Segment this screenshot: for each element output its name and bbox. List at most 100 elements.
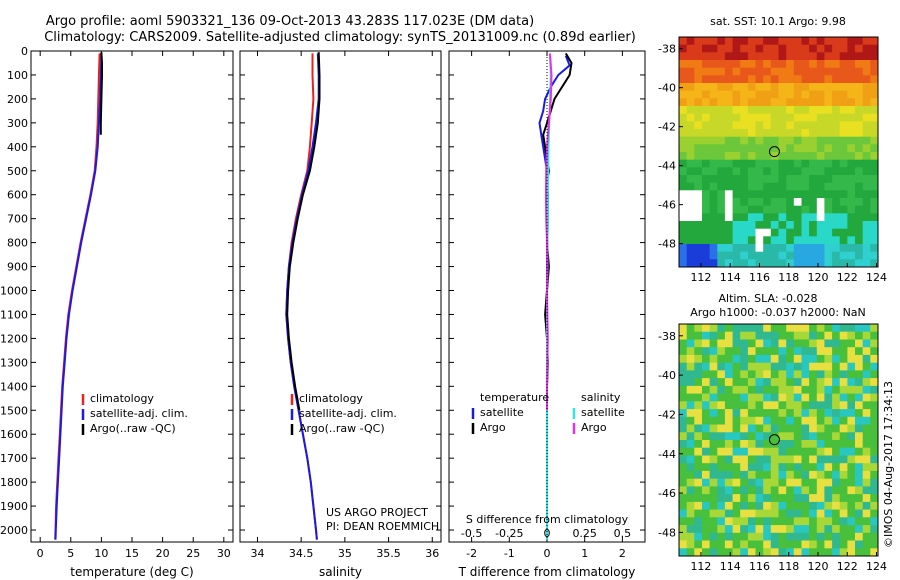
- map-cell: [809, 494, 818, 503]
- map-cell: [755, 244, 764, 253]
- x-tick-label: 25: [186, 547, 200, 560]
- map-cell: [747, 167, 756, 176]
- map-cell: [763, 228, 772, 237]
- map-cell: [824, 236, 833, 245]
- map-cell: [816, 532, 825, 541]
- map-cell: [686, 354, 695, 363]
- map-cell: [793, 228, 802, 237]
- map-cell: [786, 213, 795, 222]
- map-cell: [832, 129, 841, 138]
- map-cell: [793, 494, 802, 503]
- map-cell: [809, 52, 818, 61]
- map-cell: [740, 90, 749, 99]
- map-cell: [686, 44, 695, 53]
- map-cell: [732, 463, 741, 472]
- map-cell: [770, 44, 779, 53]
- map-cell: [824, 190, 833, 199]
- map-cell: [832, 198, 841, 207]
- map-cell: [717, 455, 726, 464]
- map-cell: [740, 385, 749, 394]
- map-cell: [679, 324, 688, 333]
- map-cell: [679, 424, 688, 433]
- map-cell: [717, 182, 726, 191]
- map-cell: [809, 525, 818, 534]
- map-cell: [870, 106, 879, 115]
- map-cell: [686, 486, 695, 495]
- legend-label: Argo: [581, 421, 607, 434]
- map-cell: [694, 98, 703, 107]
- map-cell: [778, 393, 787, 402]
- map-cell: [793, 440, 802, 449]
- map-cell: [694, 393, 703, 402]
- map-cell: [816, 401, 825, 410]
- map-cell: [702, 37, 711, 46]
- map-cell: [855, 354, 864, 363]
- map-cell: [763, 517, 772, 526]
- map-cell: [717, 447, 726, 456]
- map-cell: [793, 447, 802, 456]
- map-cell: [870, 67, 879, 76]
- map-cell: [855, 190, 864, 199]
- x-tick-label: 0: [37, 547, 44, 560]
- map-cell: [832, 525, 841, 534]
- map-cell: [847, 44, 856, 53]
- map-cell: [717, 44, 726, 53]
- map-cell: [816, 259, 825, 268]
- map-cell: [770, 52, 779, 61]
- map-cell: [702, 75, 711, 84]
- map-cell: [770, 244, 779, 253]
- map-cell: [839, 221, 848, 230]
- map-cell: [870, 37, 879, 46]
- map-cell: [855, 331, 864, 340]
- map-cell: [778, 167, 787, 176]
- map-cell: [702, 548, 711, 557]
- map-cell: [862, 540, 871, 549]
- map-cell: [793, 67, 802, 76]
- map-cell: [763, 409, 772, 418]
- map-cell: [778, 159, 787, 168]
- y-tick-label: 0: [21, 45, 28, 58]
- x-tick-label: 36: [425, 547, 439, 560]
- map-cell: [747, 251, 756, 260]
- map-cell: [755, 378, 764, 387]
- map-cell: [832, 121, 841, 130]
- map-cell: [832, 331, 841, 340]
- map-cell: [786, 478, 795, 487]
- map-cell: [809, 401, 818, 410]
- map-cell: [702, 494, 711, 503]
- map-cell: [847, 190, 856, 199]
- map-cell: [847, 447, 856, 456]
- map-cell: [755, 205, 764, 214]
- map-cell: [862, 401, 871, 410]
- map-cell: [717, 324, 726, 333]
- map-cell: [679, 136, 688, 145]
- map-cell: [763, 478, 772, 487]
- map-cell: [809, 362, 818, 371]
- map-cell: [755, 347, 764, 356]
- map-cell: [778, 501, 787, 510]
- map-cell: [694, 463, 703, 472]
- map-cell: [832, 90, 841, 99]
- map-cell: [855, 370, 864, 379]
- map-cell: [679, 548, 688, 557]
- map-cell: [862, 393, 871, 402]
- map-cell: [809, 221, 818, 230]
- map-cell: [724, 144, 733, 153]
- map-cell: [740, 152, 749, 161]
- map-cell: [786, 90, 795, 99]
- map-cell: [870, 75, 879, 84]
- sst-map-title: sat. SST: 10.1 Argo: 9.98: [710, 15, 846, 28]
- map-cell: [839, 121, 848, 130]
- map-cell: [770, 213, 779, 222]
- map-cell: [770, 259, 779, 268]
- map-cell: [724, 221, 733, 230]
- map-cell: [832, 532, 841, 541]
- map-cell: [839, 509, 848, 518]
- map-cell: [870, 44, 879, 53]
- map-cell: [809, 244, 818, 253]
- map-cell: [755, 440, 764, 449]
- map-cell: [801, 478, 810, 487]
- map-cell: [732, 67, 741, 76]
- map-cell: [740, 98, 749, 107]
